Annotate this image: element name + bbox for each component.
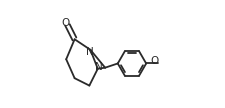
Text: O: O [150,56,158,66]
Text: N: N [86,47,94,57]
Text: N: N [95,62,103,72]
Text: O: O [61,18,70,28]
